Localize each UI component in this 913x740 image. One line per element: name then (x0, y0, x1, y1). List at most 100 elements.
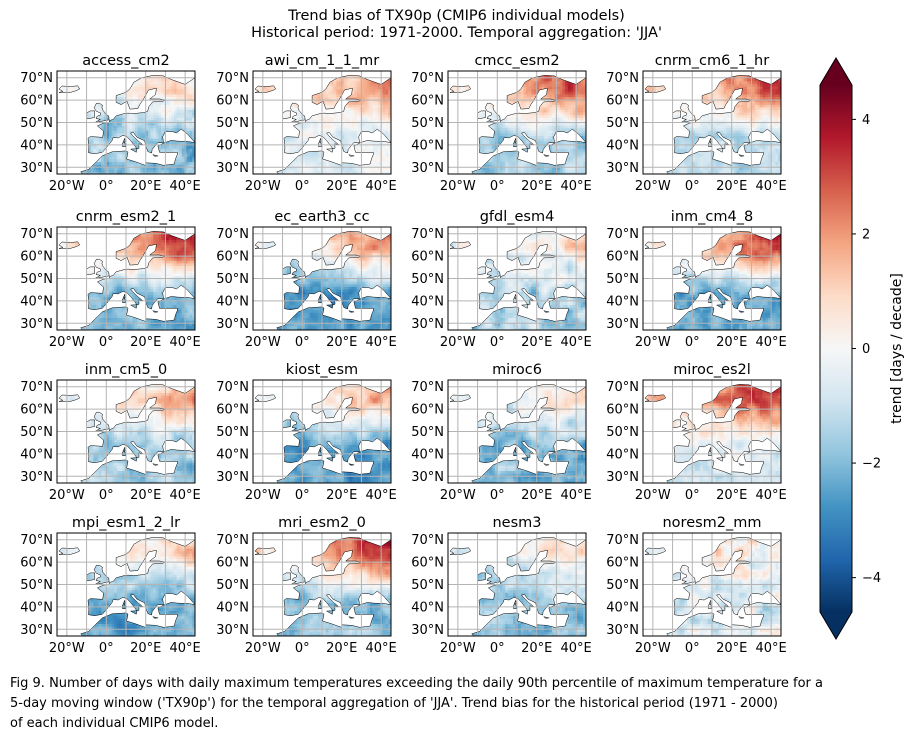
x-tick-label: 20°E (521, 488, 552, 503)
coastline (708, 600, 712, 605)
y-tick-label: 50°N (20, 425, 53, 440)
y-tick-label: 40°N (411, 600, 444, 615)
panel-frame (252, 70, 392, 175)
x-tick-label: 0° (490, 641, 505, 656)
panel-frame (447, 226, 587, 331)
coastline (666, 602, 782, 637)
x-tick-label: 0° (685, 335, 700, 350)
x-tick-label: 20°W (245, 335, 281, 350)
panel-frame (252, 226, 392, 331)
x-tick-label: 0° (295, 488, 310, 503)
coastline (325, 610, 334, 615)
panel-frame (447, 70, 587, 175)
x-tick-label: 40°E (561, 179, 592, 194)
y-tick-label: 50°N (606, 272, 639, 287)
y-tick-label: 50°N (606, 425, 639, 440)
x-tick-label: 40°E (366, 179, 397, 194)
map-panel: nesm3 70°N 60°N 50°N 40°N 30°N 20°W 0° 20°E 40°E (411, 515, 592, 656)
x-tick-label: 20°E (326, 335, 357, 350)
coastline (738, 616, 745, 619)
colorbar-tick-label: 0 (862, 342, 870, 357)
y-tick-label: 40°N (216, 294, 249, 309)
y-tick-label: 60°N (411, 250, 444, 265)
coastline (543, 154, 550, 157)
coastline (58, 547, 81, 555)
panel-frame (642, 379, 782, 484)
coastline (520, 148, 529, 153)
y-tick-label: 70°N (20, 227, 53, 242)
map-panel: access_cm2 70°N 60°N 50°N 40°N 30°N 20°W 0° 20°E… (20, 53, 201, 194)
y-tick-label: 40°N (20, 294, 53, 309)
y-tick-label: 40°N (20, 138, 53, 153)
coastline (122, 447, 126, 452)
y-tick-label: 50°N (411, 272, 444, 287)
x-tick-label: 20°W (440, 488, 476, 503)
map-panel: inm_cm4_8 70°N 60°N 50°N 40°N 30°N 20°W 0° 20°E 4… (606, 209, 787, 350)
y-tick-label: 30°N (20, 623, 53, 638)
coastline (513, 138, 517, 143)
coastline (471, 449, 587, 484)
y-tick-label: 60°N (216, 403, 249, 418)
coastline (471, 602, 587, 637)
map-panel: miroc6 70°N 60°N 50°N 40°N 30°N 20°W 0° 20°E 40°E (411, 362, 592, 503)
panel-frame (642, 70, 782, 175)
y-tick-label: 50°N (606, 116, 639, 131)
y-tick-label: 70°N (216, 533, 249, 548)
coastline (348, 616, 355, 619)
y-tick-label: 70°N (411, 380, 444, 395)
coastline (129, 148, 138, 153)
colorbar-label: trend [days / decade] (889, 273, 905, 424)
x-tick-label: 20°W (635, 488, 671, 503)
coastline (520, 304, 529, 309)
coastline (122, 600, 126, 605)
coastline (513, 447, 517, 452)
y-tick-label: 70°N (606, 71, 639, 86)
coastline (348, 310, 355, 313)
coastline (543, 310, 550, 313)
y-tick-label: 30°N (606, 623, 639, 638)
coastline (80, 602, 196, 637)
coastline (471, 296, 587, 331)
coastline (644, 547, 667, 555)
colorbar-gradient (820, 85, 852, 612)
caption-line: of each individual CMIP6 model. (10, 714, 900, 734)
y-tick-label: 60°N (411, 94, 444, 109)
x-tick-label: 40°E (756, 335, 787, 350)
x-tick-label: 40°E (170, 335, 201, 350)
panel-title: access_cm2 (82, 53, 169, 69)
coastline (129, 304, 138, 309)
x-tick-label: 0° (295, 335, 310, 350)
y-tick-label: 40°N (606, 294, 639, 309)
y-tick-label: 50°N (20, 578, 53, 593)
panel-frame (642, 226, 782, 331)
figure-canvas: access_cm2 70°N 60°N 50°N 40°N 30°N 20°W 0° 20°E… (20, 53, 905, 656)
x-tick-label: 20°E (521, 641, 552, 656)
caption-line: Fig 9. Number of days with daily maximum… (10, 674, 900, 694)
coastline (708, 447, 712, 452)
y-tick-label: 30°N (606, 161, 639, 176)
coastline (58, 241, 81, 249)
y-tick-label: 50°N (411, 425, 444, 440)
x-tick-label: 0° (490, 488, 505, 503)
coastline (80, 140, 196, 175)
panel-frame (56, 226, 196, 331)
x-tick-label: 20°W (49, 641, 85, 656)
y-tick-label: 50°N (216, 578, 249, 593)
panel-frame (56, 532, 196, 637)
y-tick-label: 70°N (20, 533, 53, 548)
y-tick-label: 40°N (606, 138, 639, 153)
y-tick-label: 70°N (411, 533, 444, 548)
coastline (129, 457, 138, 462)
coastline (449, 394, 472, 402)
map-panel: cmcc_esm2 70°N 60°N 50°N 40°N 30°N 20°W 0° 20°E 4… (411, 53, 592, 194)
coastline (318, 447, 322, 452)
x-tick-label: 0° (295, 641, 310, 656)
y-tick-label: 40°N (411, 294, 444, 309)
x-tick-label: 40°E (170, 641, 201, 656)
x-tick-label: 40°E (756, 641, 787, 656)
coastline (129, 610, 138, 615)
map-panel: cnrm_esm2_1 70°N 60°N 50°N 40°N 30°N 20°W 0° 20°… (20, 209, 201, 350)
panel-title: miroc6 (492, 362, 542, 378)
y-tick-label: 30°N (411, 470, 444, 485)
y-tick-label: 30°N (216, 317, 249, 332)
